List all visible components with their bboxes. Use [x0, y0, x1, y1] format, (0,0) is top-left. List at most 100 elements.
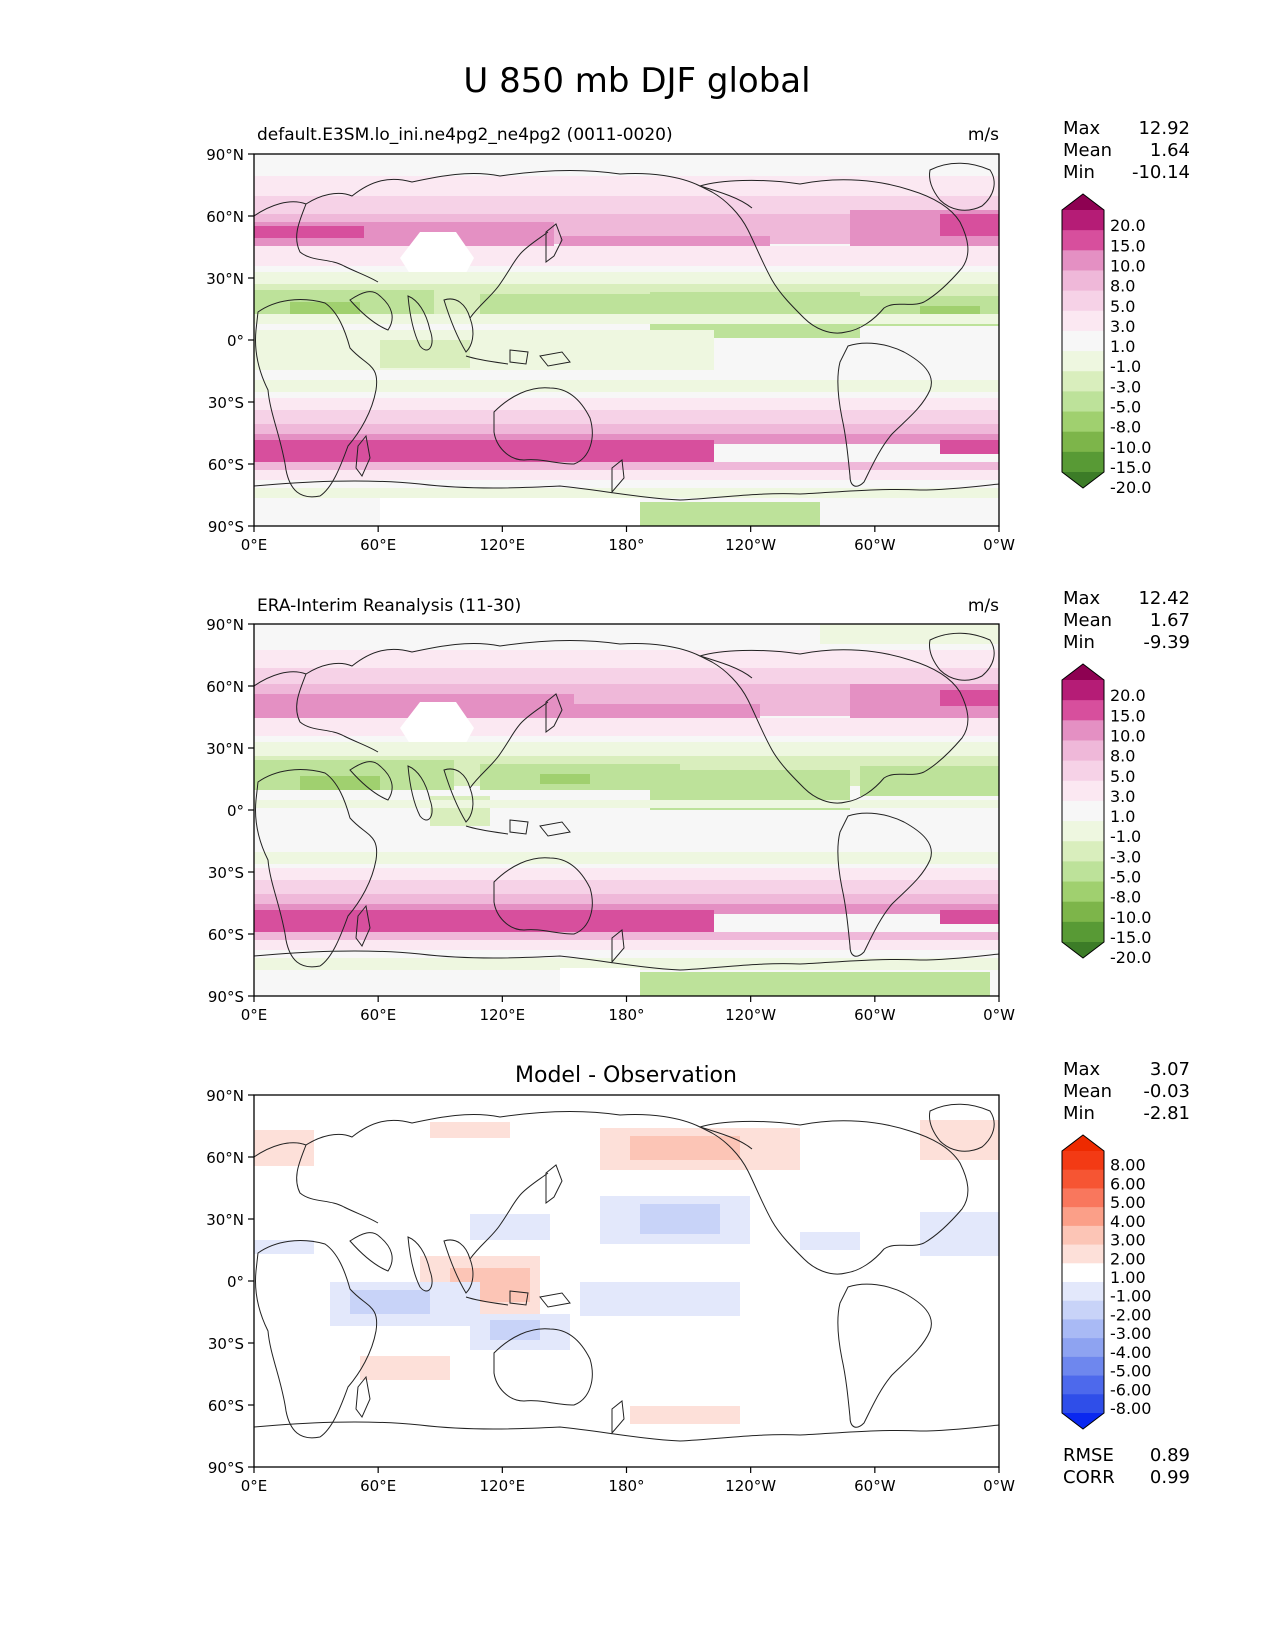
stat-label-min: Min	[1063, 1103, 1095, 1124]
colorbar-segment	[1062, 330, 1104, 352]
colorbar-label: 5.0	[1110, 767, 1135, 786]
colorbar-segment	[1062, 411, 1104, 433]
colorbar-outline	[1061, 663, 1105, 959]
lon-tick-label: 180°	[608, 536, 644, 554]
lon-tick-label: 180°	[608, 1477, 644, 1495]
colorbar-segment	[1062, 1188, 1104, 1208]
map-field	[254, 624, 999, 996]
colorbar-label: 2.00	[1110, 1249, 1146, 1268]
colorbar-label: 1.0	[1110, 337, 1135, 356]
lat-tick-label: 90°S	[208, 1459, 244, 1477]
colorbar-extend-bottom	[1062, 472, 1104, 488]
panel-diff: Model - Observation	[254, 1063, 999, 1467]
colorbar-segment	[1062, 861, 1104, 883]
stat-value-mean: 1.67	[1150, 610, 1190, 631]
stat-value-min: -10.14	[1132, 162, 1190, 183]
colorbar-segment	[1062, 700, 1104, 721]
lat-tick-label: 60°N	[206, 208, 244, 226]
lon-tick-label: 0°W	[983, 1006, 1015, 1024]
colorbar-segment	[1062, 431, 1104, 453]
stat-label-mean: Mean	[1063, 610, 1112, 631]
lat-tick-label: 30°N	[206, 270, 244, 288]
colorbar-segment	[1062, 230, 1104, 251]
lat-tick-label: 90°S	[208, 518, 244, 536]
colorbar-segment	[1062, 881, 1104, 903]
colorbar-segment	[1062, 1282, 1104, 1302]
colorbar-segment	[1062, 921, 1104, 943]
colorbar-segment	[1062, 391, 1104, 413]
colorbar-label: -8.0	[1110, 418, 1141, 437]
colorbar-label: -5.00	[1110, 1362, 1151, 1381]
colorbar-segment	[1062, 1244, 1104, 1264]
colorbar-segment	[1062, 1319, 1104, 1339]
colorbar-segment	[1062, 1356, 1104, 1377]
colorbar-segment	[1062, 1300, 1104, 1320]
colorbar-label: 15.0	[1110, 706, 1146, 725]
colorbar-label: 15.0	[1110, 236, 1146, 255]
colorbar-label: 8.0	[1110, 277, 1135, 296]
colorbar-label: 10.0	[1110, 726, 1146, 745]
lat-tick-label: 60°N	[206, 678, 244, 696]
stat-value-max: 12.42	[1138, 588, 1190, 609]
colorbar-segment	[1062, 270, 1104, 292]
colorbar-segment	[1062, 841, 1104, 862]
lat-tick-label: 30°S	[208, 394, 244, 412]
colorbar-label: 1.00	[1110, 1268, 1146, 1287]
colorbar-label: -20.0	[1110, 478, 1151, 497]
lat-tick-label: 0°	[227, 802, 244, 820]
lat-tick-label: 60°S	[208, 926, 244, 944]
map-field	[254, 1095, 999, 1467]
panel-units: m/s	[968, 596, 999, 616]
lon-tick-label: 60°W	[854, 536, 896, 554]
colorbar-label: -3.0	[1110, 847, 1141, 866]
stat-value-max: 12.92	[1138, 118, 1190, 139]
stat-value-mean: -0.03	[1143, 1081, 1190, 1102]
colorbar-label: 3.0	[1110, 787, 1135, 806]
figure-title: U 850 mb DJF global	[463, 61, 810, 101]
colorbar-segment	[1062, 901, 1104, 923]
lon-tick-label: 0°E	[241, 1006, 268, 1024]
lat-tick-label: 90°N	[206, 146, 244, 164]
lat-tick-label: 30°N	[206, 1211, 244, 1229]
lon-tick-label: 60°E	[360, 1477, 396, 1495]
lon-tick-label: 120°E	[480, 1006, 526, 1024]
colorbar-label: 5.00	[1110, 1193, 1146, 1212]
colorbar-label: -10.0	[1110, 438, 1151, 457]
colorbar-label: -8.00	[1110, 1399, 1151, 1418]
panel-obs: ERA-Interim Reanalysis (11-30) m/s	[254, 596, 999, 996]
colorbar-segment	[1062, 821, 1104, 842]
colorbar-segment	[1062, 351, 1104, 372]
colorbar-extend-bottom	[1062, 942, 1104, 958]
colorbar-segment	[1062, 210, 1104, 231]
lon-tick-label: 120°W	[725, 1477, 776, 1495]
colorbar-label: -1.0	[1110, 357, 1141, 376]
stat-label-corr: CORR	[1063, 1467, 1115, 1488]
colorbar-label: -15.0	[1110, 458, 1151, 477]
lon-tick-label: 60°E	[360, 1006, 396, 1024]
stat-label-mean: Mean	[1063, 140, 1112, 161]
colorbar-extend-top	[1062, 1135, 1104, 1151]
lon-tick-label: 60°W	[854, 1006, 896, 1024]
colorbar-segment	[1062, 740, 1104, 762]
lat-tick-label: 90°S	[208, 988, 244, 1006]
lat-tick-label: 0°	[227, 332, 244, 350]
map-field	[254, 154, 999, 526]
lon-tick-label: 0°W	[983, 536, 1015, 554]
colorbar-label: 5.0	[1110, 297, 1135, 316]
colorbar-label: 1.0	[1110, 807, 1135, 826]
colorbar-label: -8.0	[1110, 888, 1141, 907]
panel-title: Model - Observation	[515, 1063, 737, 1088]
colorbar-segment	[1062, 310, 1104, 332]
colorbar-extend-top	[1062, 194, 1104, 210]
panel-title: ERA-Interim Reanalysis (11-30)	[257, 596, 521, 616]
colorbar-segment	[1062, 451, 1104, 473]
colorbar-label: -6.00	[1110, 1380, 1151, 1399]
stat-label-rmse: RMSE	[1063, 1445, 1114, 1466]
panel-units: m/s	[968, 125, 999, 145]
lon-tick-label: 0°E	[241, 1477, 268, 1495]
colorbar-segment	[1062, 720, 1104, 741]
colorbar-label: 4.00	[1110, 1212, 1146, 1231]
lat-tick-label: 90°N	[206, 1087, 244, 1105]
stat-label-max: Max	[1063, 588, 1101, 609]
stat-value-corr: 0.99	[1150, 1467, 1190, 1488]
